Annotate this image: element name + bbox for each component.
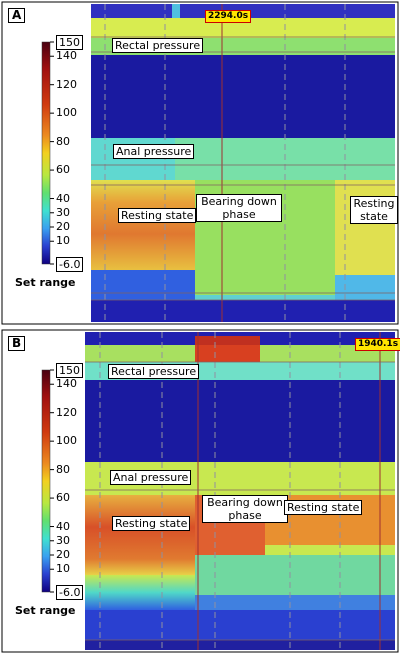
colorbar xyxy=(41,369,51,593)
annotation: Anal pressure xyxy=(110,470,192,485)
colorbar-tick-label: 120 xyxy=(56,405,77,419)
colorbar xyxy=(41,41,51,265)
colorbar-range-label: Set range xyxy=(15,276,76,289)
colorbar-tick-label: 60 xyxy=(56,163,70,177)
colorbar-tick-label: 40 xyxy=(56,519,70,533)
colorbar-range-label: Set range xyxy=(15,604,76,617)
colorbar-tick-label: 10 xyxy=(56,562,70,576)
colorbar-tick-label: 30 xyxy=(56,533,70,547)
annotation: Rectal pressure xyxy=(108,364,200,379)
annotation: Resting state xyxy=(112,516,191,531)
colorbar-tick-label: 150 xyxy=(56,363,83,378)
colorbar-tick-label: 120 xyxy=(56,77,77,91)
colorbar-tick-label: 20 xyxy=(56,548,70,561)
colorbar-tick-label: 100 xyxy=(56,106,77,120)
colorbar-tick-label: 140 xyxy=(56,49,77,63)
time-marker: 2294.0s xyxy=(205,10,252,23)
colorbar-tick-label: 140 xyxy=(56,377,77,391)
colorbar-tick-label: 20 xyxy=(56,220,70,233)
colorbar-tick-label: -6.0 xyxy=(56,585,84,600)
colorbar-tick-label: 80 xyxy=(56,462,70,476)
annotation: Anal pressure xyxy=(113,144,195,159)
colorbar-tick-label: 80 xyxy=(56,134,70,148)
colorbar-tick-label: 60 xyxy=(56,491,70,505)
annotation: Resting state xyxy=(284,500,363,515)
colorbar-tick-label: 150 xyxy=(56,35,83,50)
annotation: Rectal pressure xyxy=(112,38,204,53)
colorbar-tick-label: 30 xyxy=(56,205,70,219)
annotation: Resting state xyxy=(118,208,197,223)
colorbar-tick-label: 10 xyxy=(56,234,70,248)
annotation: Resting state xyxy=(350,196,398,224)
colorbar-tick-label: 40 xyxy=(56,191,70,205)
panel-label: A xyxy=(8,8,26,23)
colorbar-tick-label: -6.0 xyxy=(56,257,84,272)
panel-label: B xyxy=(8,336,26,351)
colorbar-tick-label: 100 xyxy=(56,434,77,448)
time-marker: 1940.1s xyxy=(355,338,400,351)
annotation: Bearing down phase xyxy=(202,495,288,523)
annotation: Bearing down phase xyxy=(196,194,282,222)
